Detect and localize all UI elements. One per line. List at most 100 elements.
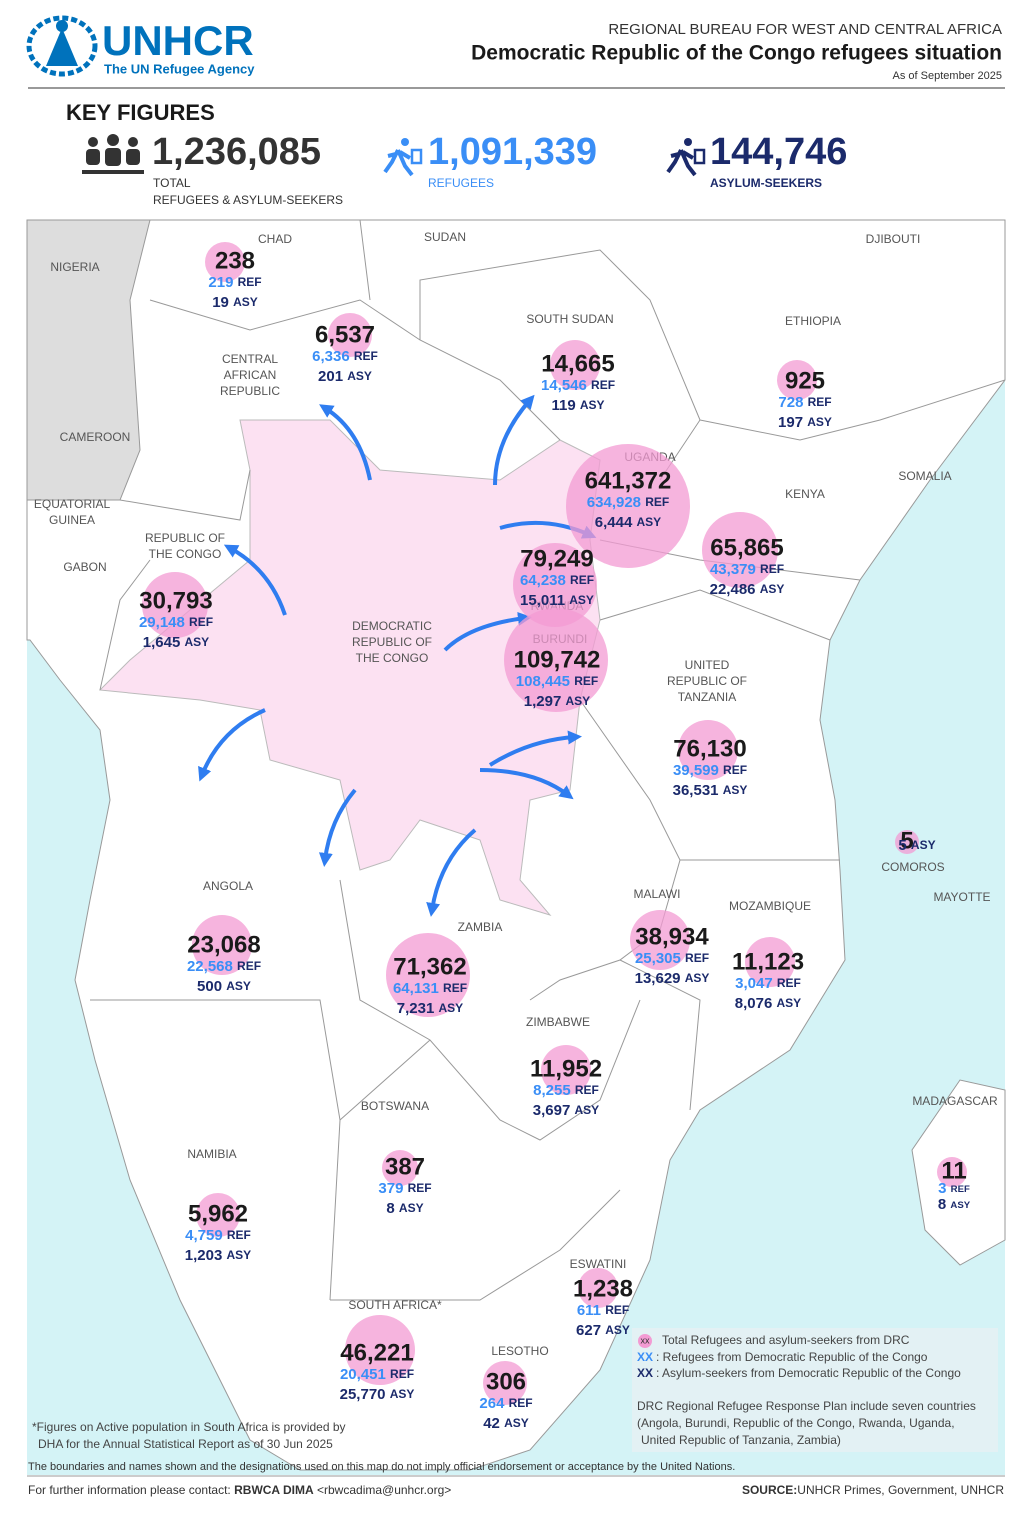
footer-source: SOURCE:UNHCR Primes, Government, UNHCR [742,1483,1004,1497]
figure-asy: 627 ASY [576,1322,630,1339]
asy-unit: ASY [185,635,210,649]
figure-total: 11 [941,1157,966,1184]
figure-asy: 1,645 ASY [143,634,209,651]
country-label: EQUATORIAL [34,497,111,511]
asy-value: 42 [483,1415,500,1432]
figure-bubble [504,608,608,712]
ref-unit: REF [777,976,801,990]
figure-total: 1,238 [573,1275,633,1302]
figure-ref: 6,336 REF [312,348,378,365]
asy-value: 36,531 [673,782,719,799]
figure-asy: 197 ASY [778,414,832,431]
org: UNHCR [102,17,254,64]
ref-value: 3 [938,1180,946,1197]
country-label: AFRICAN [224,368,277,382]
ref-unit: REF [390,1367,414,1381]
figure-ref: 219 REF [208,274,261,291]
figure-total: 79,249 [520,545,593,572]
figure-bubble [196,1193,240,1237]
figure-total: 641,372 [585,467,672,494]
figure-bubble [702,512,778,588]
figure-asy: 3,697 ASY [533,1102,599,1119]
kf-label: REFUGEES [428,176,494,190]
figure-bubble [550,340,600,390]
figure-total: 14,665 [541,350,614,377]
figure-ref: 29,148 REF [139,614,213,631]
figure-ref: 64,131 REF [393,980,467,997]
ref-value: 379 [378,1180,403,1197]
footnote: DHA for the Annual Statistical Report as… [38,1437,333,1451]
asy-unit: ASY [569,593,594,607]
country-label: THE CONGO [356,651,429,665]
map [26,219,1006,1475]
figure-asy: 1,297 ASY [524,693,590,710]
ref-value: 4,759 [185,1227,223,1244]
source: UNHCR Primes, Government, UNHCR [797,1483,1004,1497]
figure-ref: 634,928 REF [587,494,669,511]
figure-bubble [777,360,817,400]
contact-prefix: For further information please contact: [28,1483,231,1497]
ref-value: 219 [208,274,233,291]
asy-unit: ASY [233,295,258,309]
figure-total: 71,362 [393,953,466,980]
asy-value: 15,011 [520,592,565,609]
figure-bubble [205,242,245,282]
asy-unit: ASY [399,1201,424,1215]
legend-text: : Asylum-seekers from Democratic Republi… [656,1366,961,1380]
figure-asy: 500 ASY [197,978,251,995]
ref-unit: REF [509,1396,533,1410]
figure-ref: 43,379 REF [710,561,784,578]
bureau: REGIONAL BUREAU FOR WEST AND CENTRAL AFR… [608,21,1002,38]
asy-value: 6,444 [595,514,633,531]
figure-asy: 8 ASY [386,1200,423,1217]
asy-value: 1,645 [143,634,181,651]
figure-total: 5,962 [188,1200,248,1227]
figure-asy: 15,011 ASY [520,592,594,609]
legend-note: DRC Regional Refugee Response Plan inclu… [637,1399,976,1413]
figure-asy: 22,486 ASY [710,581,785,598]
figure-bubble [483,1361,527,1405]
ref-unit: REF [605,1303,629,1317]
org-sub: The UN Refugee Agency [104,61,255,76]
asy-value: 500 [197,978,222,995]
figure-total: 46,221 [340,1339,413,1366]
country-label: ETHIOPIA [785,314,841,328]
figure-total: 30,793 [139,587,212,614]
legend-note: (Angola, Burundi, Republic of the Congo,… [637,1416,955,1430]
country-label: CHAD [258,232,292,246]
legend-sample: XX [637,1366,653,1380]
figure-ref: 3 REF [938,1180,970,1197]
asy-value: 13,629 [635,970,681,987]
asy-unit: ASY [347,369,372,383]
contact-email: <rbwcadima@unhcr.org> [317,1483,451,1497]
country-label: BOTSWANA [361,1099,429,1113]
kf-refugees: 1,091,339 [428,131,597,173]
ref-value: 3,047 [735,975,773,992]
asy-unit: ASY [580,398,605,412]
country-label: CAMEROON [60,430,131,444]
kf-label: REFUGEES & ASYLUM-SEEKERS [153,193,343,207]
figure-ref: 25,305 REF [635,950,709,967]
ref-value: 8,255 [533,1082,571,1099]
ref-unit: REF [443,981,467,995]
asy-unit: ASY [439,1001,464,1015]
footer-contact: For further information please contact: … [28,1483,451,1497]
figure-ref: 264 REF [479,1395,532,1412]
footnote: *Figures on Active population in South A… [32,1420,346,1434]
country-label: REPUBLIC OF [667,674,747,688]
country-label: DJIBOUTI [866,232,921,246]
asy-value: 201 [318,368,343,385]
figure-asy: 7,231 ASY [397,1000,463,1017]
asy-value: 119 [551,397,575,414]
country-label: MOZAMBIQUE [729,899,811,913]
ref-unit: REF [237,959,261,973]
asy-value: 8,076 [735,995,773,1012]
legend-sample: XX [637,1350,653,1364]
figure-total: 238 [215,247,255,274]
ref-unit: REF [951,1183,970,1194]
people-icon [82,134,144,174]
asy-unit: ASY [777,996,802,1010]
ref-value: 43,379 [710,561,756,578]
ref-unit: REF [574,674,598,688]
figure-total: 109,742 [514,646,601,673]
